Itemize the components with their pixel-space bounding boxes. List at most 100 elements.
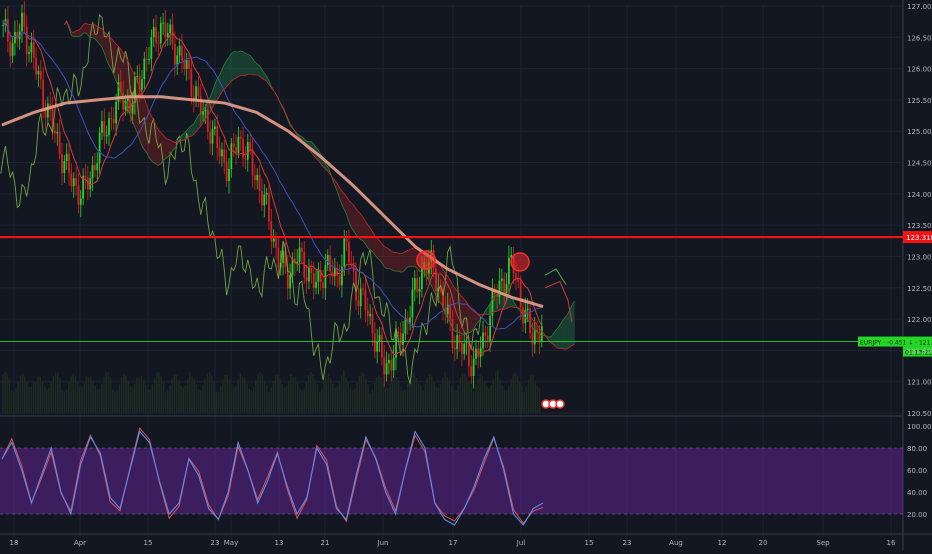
volume-bar xyxy=(336,387,338,413)
candle xyxy=(232,143,235,147)
volume-bar xyxy=(202,385,204,413)
candle xyxy=(9,41,12,57)
candle xyxy=(515,273,517,279)
candle xyxy=(392,357,395,371)
candle xyxy=(446,304,449,315)
candle xyxy=(110,118,113,120)
volume-bar xyxy=(63,392,66,413)
price-axis: 127.000 126.500 126.000 125.500 125.000 124.5… xyxy=(907,3,932,418)
ichimoku-cloud xyxy=(64,20,575,350)
volume-bar xyxy=(268,392,270,413)
volume-bar xyxy=(459,378,462,413)
volume-bar xyxy=(347,381,349,413)
candle xyxy=(265,192,268,195)
volume-bar xyxy=(382,382,385,413)
cloud-segment xyxy=(497,294,500,312)
volume-bar xyxy=(279,378,281,413)
time-tick-16: 16 xyxy=(887,539,896,547)
volume-bar xyxy=(369,392,371,413)
candle xyxy=(308,267,310,282)
candle xyxy=(397,331,400,333)
volume-bar xyxy=(340,375,343,413)
volume-bar xyxy=(228,379,231,413)
osc-tick-1: 80.00 xyxy=(907,445,927,453)
candle xyxy=(155,27,157,43)
candle xyxy=(51,108,54,131)
volume-bar xyxy=(442,377,444,413)
volume-bar xyxy=(68,382,70,413)
volume-bar xyxy=(398,380,400,413)
cloud-segment xyxy=(508,295,512,308)
volume-bar xyxy=(233,387,235,413)
top-marker-1 xyxy=(510,252,530,272)
volume-bar xyxy=(250,390,253,413)
volume-bar xyxy=(160,376,162,413)
volume-bar xyxy=(206,373,209,413)
cloud-extension-red xyxy=(544,280,573,323)
volume-bar xyxy=(305,381,308,413)
volume-bar xyxy=(433,381,435,413)
volume-bar xyxy=(290,374,292,413)
volume-bar xyxy=(422,390,424,413)
cloud-segment xyxy=(553,330,556,347)
volume-bar xyxy=(178,380,180,413)
volume-bar xyxy=(318,392,321,413)
candle xyxy=(310,267,313,274)
cloud-segment xyxy=(499,292,502,310)
volume-bar xyxy=(395,377,398,413)
cloud-segment xyxy=(83,23,86,34)
candle xyxy=(538,332,541,343)
volume-bar xyxy=(439,384,442,413)
price-tick-1: 126.500 xyxy=(907,34,932,42)
candle xyxy=(86,177,89,190)
cloud-segment xyxy=(391,251,394,271)
volume-bar xyxy=(461,373,464,413)
candle xyxy=(357,300,360,306)
candle xyxy=(176,55,179,65)
volume-bar xyxy=(481,376,484,413)
cloud-segment xyxy=(163,135,166,161)
candle xyxy=(453,347,456,350)
volume-bar xyxy=(453,390,455,413)
cloud-segment xyxy=(198,112,201,129)
cloud-segment xyxy=(360,214,364,241)
volume-bar xyxy=(171,378,173,413)
cloud-segment xyxy=(388,249,392,270)
candle xyxy=(199,96,202,115)
candle xyxy=(529,308,531,334)
volume-bar xyxy=(488,388,490,413)
lagging-span xyxy=(0,13,482,385)
volume-bar xyxy=(380,377,382,413)
candle xyxy=(505,284,508,294)
volume-bar xyxy=(373,382,376,413)
volume-bar xyxy=(402,390,404,413)
volume-bar xyxy=(37,376,39,413)
candle xyxy=(131,102,134,114)
cloud-segment xyxy=(78,28,81,37)
candle xyxy=(373,333,376,352)
volume-bar xyxy=(96,389,99,413)
candle xyxy=(444,308,447,315)
volume-bar xyxy=(169,385,171,413)
volume-bar xyxy=(501,385,503,413)
volume-bar xyxy=(118,384,121,413)
time-tick-7: Jun xyxy=(377,539,389,547)
cloud-segment xyxy=(266,76,269,85)
candle xyxy=(275,238,277,248)
candle xyxy=(531,333,534,345)
volume-bar xyxy=(116,390,118,413)
price-tick-10: 122.000 xyxy=(907,316,932,324)
candle xyxy=(348,241,350,263)
volume-bar xyxy=(424,384,426,413)
volume-bar xyxy=(490,385,492,413)
volume-bar xyxy=(125,375,127,413)
candle xyxy=(253,175,256,181)
volume-bar xyxy=(400,386,402,413)
volume-bar xyxy=(127,380,129,413)
candle xyxy=(91,165,94,179)
volume-bar xyxy=(362,373,365,413)
volume-bar xyxy=(158,372,160,413)
volume-bar xyxy=(497,370,499,413)
candle xyxy=(442,288,444,309)
cloud-segment xyxy=(214,78,218,104)
